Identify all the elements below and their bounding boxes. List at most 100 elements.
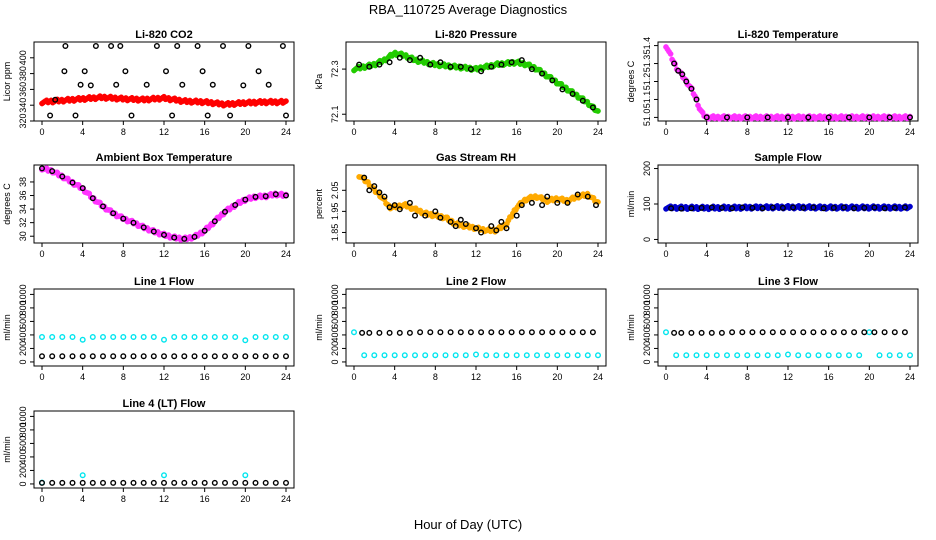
x-tick-label: 20 <box>552 372 562 382</box>
data-point <box>447 63 454 70</box>
y-tick-label: 100 <box>642 196 652 211</box>
data-point <box>221 334 228 341</box>
data-point <box>396 329 403 336</box>
data-point <box>130 334 137 341</box>
data-point <box>406 329 413 336</box>
x-tick-label: 0 <box>39 494 44 504</box>
x-tick-label: 8 <box>745 249 750 259</box>
y-tick-label: 34 <box>18 204 28 214</box>
y-tick-label: 0 <box>18 481 28 486</box>
data-point <box>153 43 160 50</box>
panel-8: Line 3 Flow ml/min 0 4 8 12 16 20 24 0 20040060080… <box>626 276 919 382</box>
x-tick-label: 12 <box>783 372 793 382</box>
data-point <box>386 329 393 336</box>
panel-9: Line 4 (LT) Flow ml/min 0 4 8 12 16 20 24 0 200400… <box>2 398 295 504</box>
data-point <box>72 112 79 119</box>
x-tick-label: 8 <box>121 127 126 137</box>
data-point <box>678 329 685 336</box>
data-point <box>201 353 208 360</box>
x-tick-label: 20 <box>240 127 250 137</box>
data-point <box>703 114 710 121</box>
data-point <box>140 334 147 341</box>
data-point <box>734 352 741 359</box>
data-point <box>181 479 188 486</box>
data-point <box>356 61 363 68</box>
y-tick-label: 400 <box>642 327 652 342</box>
data-point <box>252 193 259 200</box>
data-point <box>232 353 239 360</box>
x-tick-label: 24 <box>905 249 915 259</box>
x-tick-label: 4 <box>704 249 709 259</box>
y-tick-label: 1000 <box>18 284 28 304</box>
x-tick-label: 20 <box>864 372 874 382</box>
data-point <box>564 352 571 359</box>
data-point <box>564 199 571 206</box>
y-axis-label: Licor ppm <box>2 62 12 102</box>
y-tick-label: 1.85 <box>330 224 340 242</box>
data-point <box>698 329 705 336</box>
panel-3: Ambient Box Temperature degrees C 0 4 8 12 16 2… <box>2 152 295 259</box>
data-point <box>221 208 228 215</box>
y-tick-label: 1000 <box>18 406 28 426</box>
data-point <box>693 352 700 359</box>
data-point <box>437 329 444 336</box>
data-point <box>790 204 797 211</box>
data-point <box>386 204 393 211</box>
data-point <box>150 334 157 341</box>
x-tick-label: 0 <box>351 127 356 137</box>
x-tick-label: 16 <box>200 494 210 504</box>
data-point <box>59 173 66 180</box>
data-point <box>744 114 751 121</box>
x-tick-label: 12 <box>471 127 481 137</box>
data-point <box>790 329 797 336</box>
data-point <box>128 112 135 119</box>
data-point <box>467 66 474 73</box>
data-point <box>171 234 178 241</box>
data-point <box>265 81 272 88</box>
data-point <box>87 82 94 89</box>
x-tick-label: 8 <box>745 127 750 137</box>
y-tick-label: 51.0 <box>642 109 652 127</box>
y-tick-label: 1.95 <box>330 203 340 221</box>
data-point <box>688 329 695 336</box>
x-tick-label: 12 <box>471 372 481 382</box>
data-point <box>47 112 54 119</box>
x-tick-label: 8 <box>121 494 126 504</box>
data-point <box>876 352 883 359</box>
data-point <box>427 61 434 68</box>
data-point <box>181 235 188 242</box>
data-point <box>805 114 812 121</box>
data-point <box>79 353 86 360</box>
y-tick-label: 0 <box>642 359 652 364</box>
data-point <box>262 334 269 341</box>
data-point <box>508 329 515 336</box>
data-point <box>169 112 176 119</box>
data-point <box>77 81 84 88</box>
x-tick-label: 20 <box>864 127 874 137</box>
data-point <box>242 472 249 479</box>
data-point <box>181 334 188 341</box>
data-point <box>462 352 469 359</box>
data-point <box>99 479 106 486</box>
data-point <box>886 352 893 359</box>
data-point <box>59 479 66 486</box>
data-point <box>201 227 208 234</box>
data-point <box>160 231 167 238</box>
data-point <box>671 329 678 336</box>
data-point <box>871 329 878 336</box>
data-point <box>99 353 106 360</box>
x-tick-label: 24 <box>593 127 603 137</box>
data-point <box>79 479 86 486</box>
data-point <box>593 202 600 209</box>
data-point <box>201 479 208 486</box>
y-tick-label: 51.3 <box>642 55 652 73</box>
data-point <box>708 329 715 336</box>
data-point <box>574 191 581 198</box>
data-point <box>262 479 269 486</box>
data-point <box>79 336 86 343</box>
x-tick-label: 16 <box>824 127 834 137</box>
data-point <box>143 81 150 88</box>
data-point <box>866 329 873 336</box>
data-point <box>437 214 444 221</box>
data-point <box>554 352 561 359</box>
